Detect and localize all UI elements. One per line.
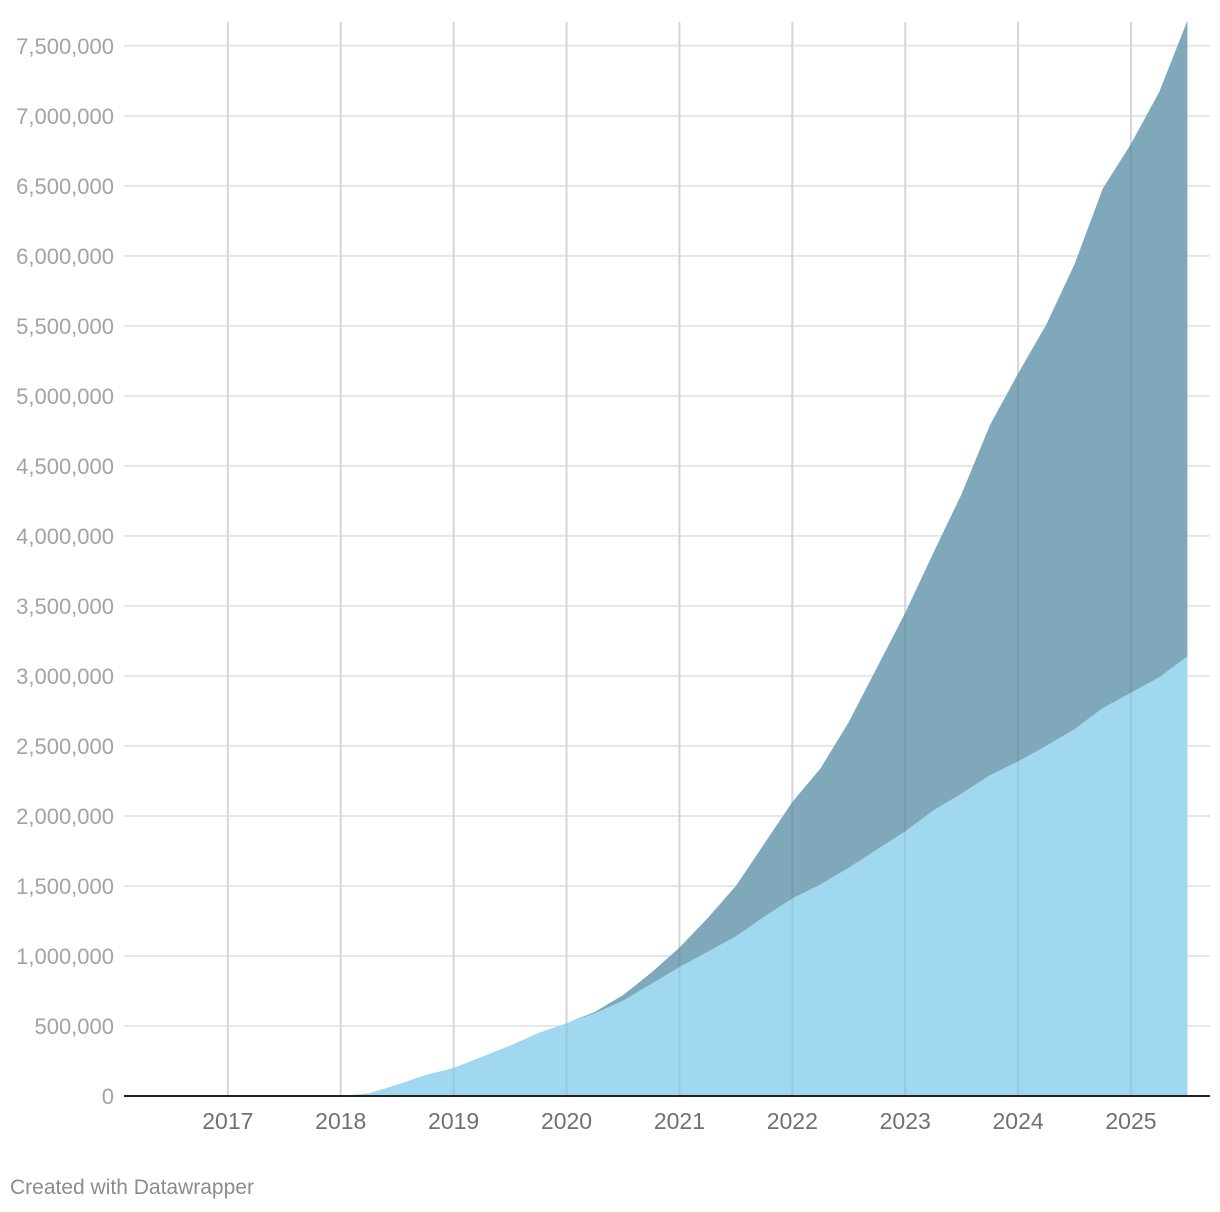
- y-tick-label: 1,000,000: [16, 944, 114, 969]
- x-tick-label: 2025: [1105, 1108, 1156, 1134]
- x-tick-label: 2021: [654, 1108, 705, 1134]
- y-tick-label: 4,500,000: [16, 454, 114, 479]
- y-tick-label: 500,000: [34, 1014, 114, 1039]
- x-tick-label: 2019: [428, 1108, 479, 1134]
- y-gridlines: [124, 44, 1210, 1027]
- x-axis-tick-labels: 2017 2018 2019 2020 2021 2022 2023 2024 2025: [202, 1108, 1156, 1134]
- area-series-2: [227, 20, 1188, 1097]
- x-tick-label: 2024: [993, 1108, 1044, 1134]
- y-tick-label: 3,000,000: [16, 664, 114, 689]
- y-tick-label: 4,000,000: [16, 524, 114, 549]
- x-tick-label: 2022: [767, 1108, 818, 1134]
- y-tick-label: 5,500,000: [16, 314, 114, 339]
- y-tick-label: 2,000,000: [16, 804, 114, 829]
- area-series-1: [227, 656, 1188, 1096]
- y-tick-label: 1,500,000: [16, 874, 114, 899]
- y-tick-label: 6,000,000: [16, 244, 114, 269]
- y-tick-label: 7,500,000: [16, 34, 114, 59]
- y-axis-tick-labels: 0 500,000 1,000,000 1,500,000 2,000,000 2,500…: [16, 34, 114, 1109]
- y-tick-label: 6,500,000: [16, 174, 114, 199]
- y-tick-label: 5,000,000: [16, 384, 114, 409]
- x-tick-label: 2017: [202, 1108, 253, 1134]
- area-series-group: [226, 20, 1188, 1097]
- y-tick-label: 2,500,000: [16, 734, 114, 759]
- x-tick-label: 2023: [880, 1108, 931, 1134]
- x-tick-label: 2020: [541, 1108, 592, 1134]
- y-tick-label: 3,500,000: [16, 594, 114, 619]
- y-tick-label: 0: [102, 1084, 114, 1109]
- y-tick-label: 7,000,000: [16, 104, 114, 129]
- x-tick-label: 2018: [315, 1108, 366, 1134]
- datawrapper-credit: Created with Datawrapper: [10, 1176, 254, 1199]
